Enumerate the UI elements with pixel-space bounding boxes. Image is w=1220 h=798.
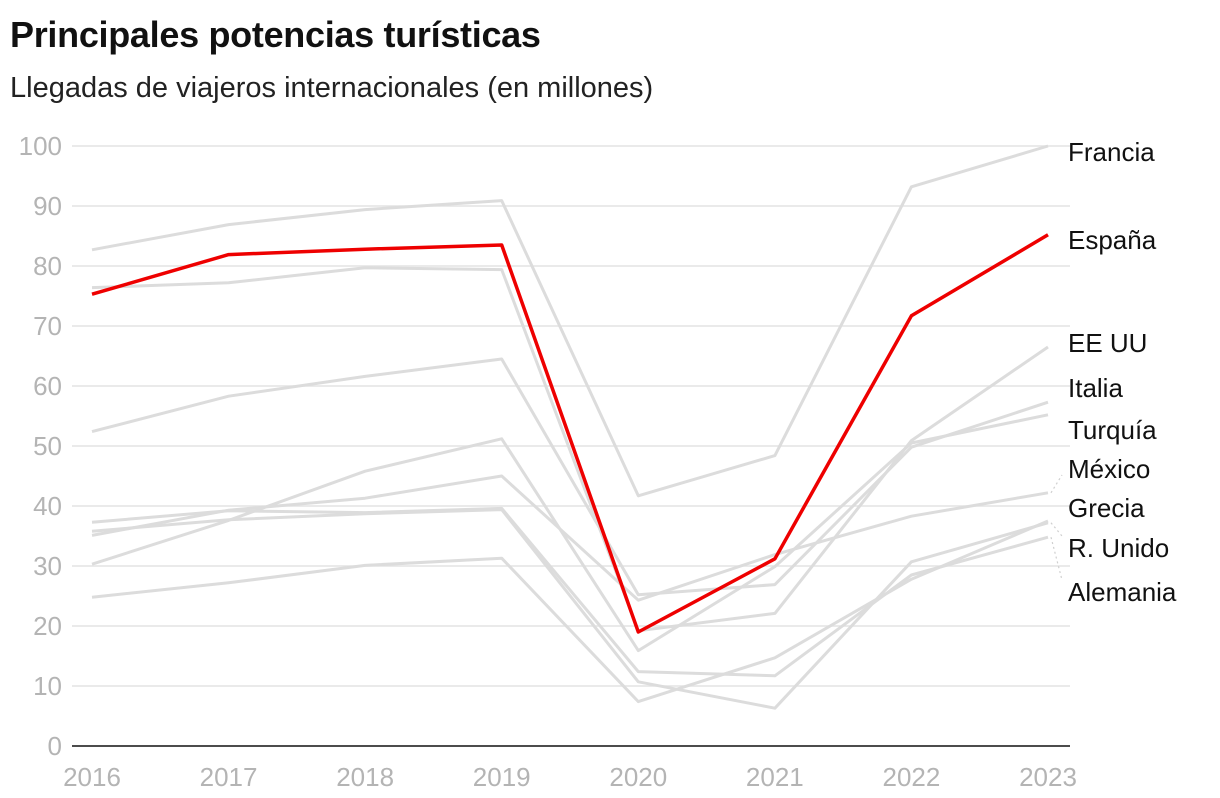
x-tick-label: 2016 [63,762,121,792]
series-labels: Francia EE UU Italia Turquía México Grecia R. … [1050,137,1177,607]
y-axis-ticks: 0 10 20 30 40 50 60 70 80 90 100 [19,131,62,761]
series-label-alemania: Alemania [1068,577,1177,607]
chart-title: Principales potencias turísticas [10,14,541,55]
label-leader [1050,522,1063,537]
y-tick-label: 10 [33,671,62,701]
x-tick-label: 2023 [1019,762,1077,792]
y-tick-label: 30 [33,551,62,581]
series-line-francia [91,144,1049,498]
series-label-turquia: Turquía [1068,415,1157,445]
y-tick-label: 40 [33,491,62,521]
y-tick-label: 0 [48,731,62,761]
series-line-mexico [91,474,1049,602]
series-label-francia: Francia [1068,137,1155,167]
series-label-italia: Italia [1068,373,1123,403]
series-label-mexico: México [1068,454,1150,484]
y-tick-label: 50 [33,431,62,461]
series-line-espana [91,233,1049,634]
label-leader [1050,474,1063,494]
series-lines [91,144,1049,710]
x-tick-label: 2022 [883,762,941,792]
x-tick-label: 2018 [336,762,394,792]
x-tick-label: 2020 [609,762,667,792]
series-line-italia [91,357,1049,597]
y-tick-label: 20 [33,611,62,641]
y-tick-label: 80 [33,251,62,281]
y-tick-label: 90 [33,191,62,221]
x-tick-label: 2021 [746,762,804,792]
series-label-grecia: Grecia [1068,493,1145,523]
y-tick-label: 100 [19,131,62,161]
x-tick-label: 2019 [473,762,531,792]
x-tick-label: 2017 [200,762,258,792]
series-line-alemania [91,506,1049,678]
series-label-r-unido: R. Unido [1068,533,1169,563]
series-label-ee-uu: EE UU [1068,328,1147,358]
series-label-espana: España [1068,225,1157,255]
chart-subtitle: Llegadas de viajeros internacionales (en… [10,72,654,104]
label-leader [1050,537,1063,581]
y-tick-label: 60 [33,371,62,401]
x-axis-ticks: 2016 2017 2018 2019 2020 2021 2022 2023 [63,762,1077,792]
y-tick-label: 70 [33,311,62,341]
series-line-grecia [91,519,1049,704]
series-line-r-unido [91,508,1049,710]
